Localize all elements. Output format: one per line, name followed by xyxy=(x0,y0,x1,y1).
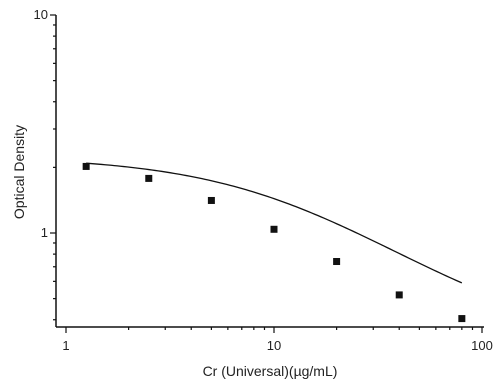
x-axis-title: Cr (Universal)(µg/mL) xyxy=(203,363,338,379)
ticks xyxy=(50,14,483,333)
x-tick-label-100: 100 xyxy=(471,338,493,353)
data-point xyxy=(458,315,466,323)
data-point xyxy=(207,196,215,204)
y-tick-label-10: 10 xyxy=(34,7,48,22)
plot-area xyxy=(55,15,484,328)
data-point xyxy=(270,225,278,233)
data-point xyxy=(333,258,341,266)
y-axis-title: Optical Density xyxy=(11,125,27,219)
data-markers xyxy=(82,162,466,323)
data-point xyxy=(395,291,403,299)
x-tick-label-1: 1 xyxy=(62,338,69,353)
tick-labels: 1 10 100 1 10 xyxy=(34,7,493,353)
x-tick-label-10: 10 xyxy=(267,338,281,353)
fit-curve xyxy=(86,162,463,284)
y-tick-label-1: 1 xyxy=(41,225,48,240)
data-point xyxy=(145,174,153,182)
data-point xyxy=(82,162,90,170)
